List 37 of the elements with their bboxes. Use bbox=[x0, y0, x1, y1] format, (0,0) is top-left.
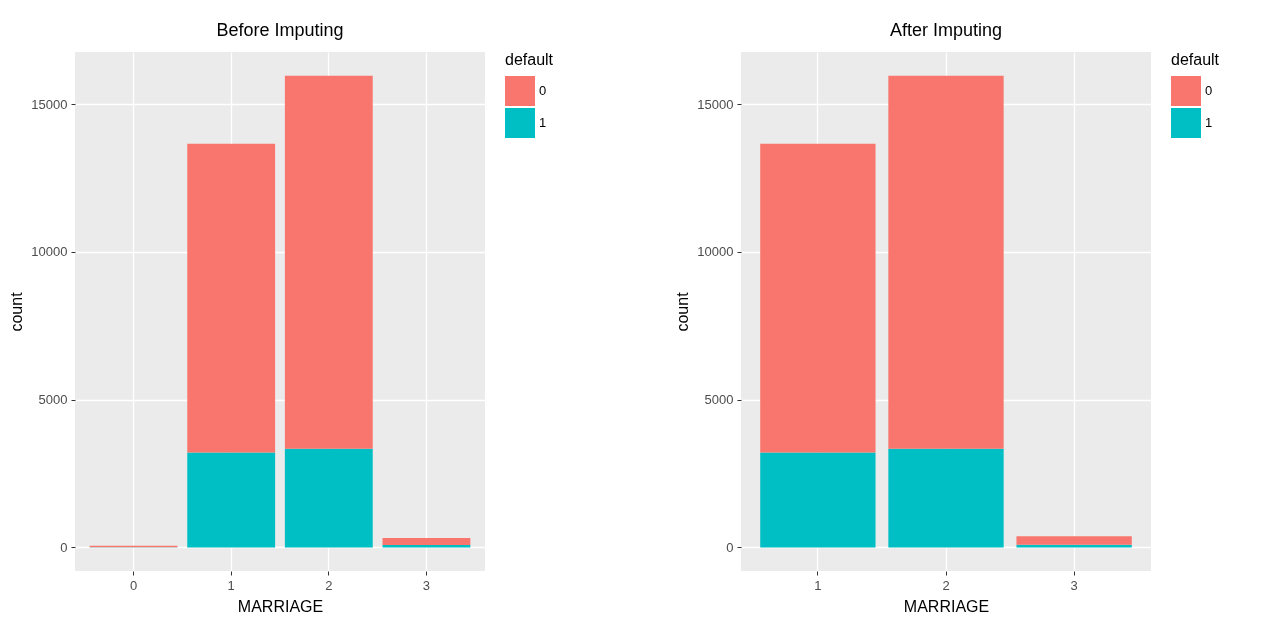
y-axis-title: count bbox=[8, 291, 26, 332]
bar bbox=[888, 75, 1004, 449]
x-tick-label: 1 bbox=[814, 577, 822, 593]
chart-title: Before Imputing bbox=[216, 20, 344, 40]
x-axis-title: MARRIAGE bbox=[237, 597, 324, 615]
bar bbox=[760, 452, 876, 548]
x-tick-label: 3 bbox=[1070, 577, 1078, 593]
legend-label: 0 bbox=[539, 83, 547, 98]
y-tick-label: 0 bbox=[726, 539, 734, 555]
y-tick-label: 10000 bbox=[31, 244, 68, 260]
x-axis-title: MARRIAGE bbox=[903, 597, 990, 615]
bar bbox=[382, 537, 471, 546]
x-tick-label: 2 bbox=[325, 577, 333, 593]
bar bbox=[284, 448, 373, 548]
bar bbox=[1016, 536, 1132, 545]
x-tick-label: 3 bbox=[422, 577, 431, 593]
x-tick-label: 1 bbox=[227, 577, 235, 593]
bar bbox=[284, 75, 373, 449]
y-tick-label: 15000 bbox=[31, 96, 68, 112]
legend-label: 1 bbox=[539, 115, 547, 130]
y-tick-label: 5000 bbox=[38, 392, 68, 408]
y-tick-label: 10000 bbox=[697, 244, 734, 260]
legend-title: default bbox=[505, 51, 554, 68]
legend-title: default bbox=[1171, 51, 1220, 68]
y-tick-label: 0 bbox=[60, 539, 68, 555]
legend-label: 0 bbox=[1205, 83, 1213, 98]
bar bbox=[760, 143, 876, 453]
y-tick-label: 5000 bbox=[704, 392, 734, 408]
x-tick-label: 0 bbox=[129, 577, 138, 593]
chart-title: After Imputing bbox=[889, 20, 1003, 40]
bar bbox=[187, 143, 276, 453]
bar bbox=[187, 452, 276, 548]
x-tick-label: 2 bbox=[942, 577, 950, 593]
y-tick-label: 15000 bbox=[697, 96, 734, 112]
y-axis-title: count bbox=[674, 291, 692, 332]
bar bbox=[888, 448, 1004, 548]
legend-label: 1 bbox=[1205, 115, 1213, 130]
